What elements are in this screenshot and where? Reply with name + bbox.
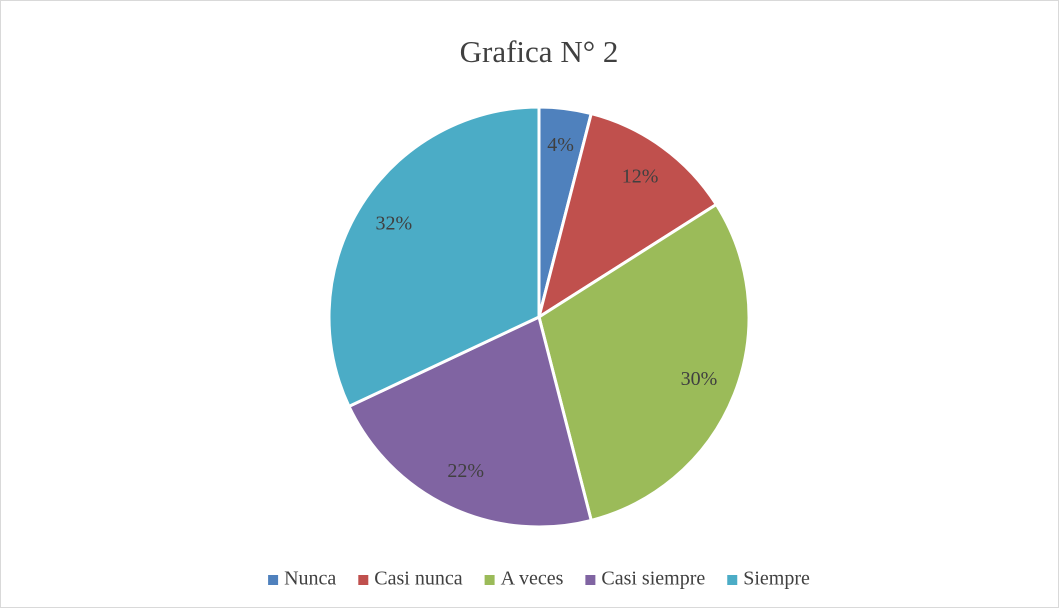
data-label: 22% bbox=[447, 460, 484, 482]
pie-slice bbox=[327, 105, 541, 409]
legend-swatch bbox=[484, 575, 495, 585]
data-label: 12% bbox=[622, 165, 659, 187]
legend-swatch bbox=[727, 575, 738, 585]
pie-slice bbox=[346, 314, 594, 529]
legend-swatch bbox=[358, 575, 369, 585]
legend-swatch bbox=[585, 575, 596, 585]
data-label: 32% bbox=[375, 212, 412, 234]
legend-label: Casi nunca bbox=[374, 568, 462, 590]
data-label: 30% bbox=[681, 368, 718, 390]
data-label: 4% bbox=[547, 134, 574, 156]
legend-label: A veces bbox=[501, 568, 564, 590]
pie-slice bbox=[537, 202, 751, 523]
legend-label: Siempre bbox=[743, 568, 810, 590]
legend-label: Nunca bbox=[284, 568, 336, 590]
chart-title: Grafica N° 2 bbox=[460, 34, 619, 69]
legend-swatch bbox=[268, 575, 279, 585]
pie-slice bbox=[536, 111, 719, 321]
legend-label: Casi siempre bbox=[601, 568, 705, 590]
